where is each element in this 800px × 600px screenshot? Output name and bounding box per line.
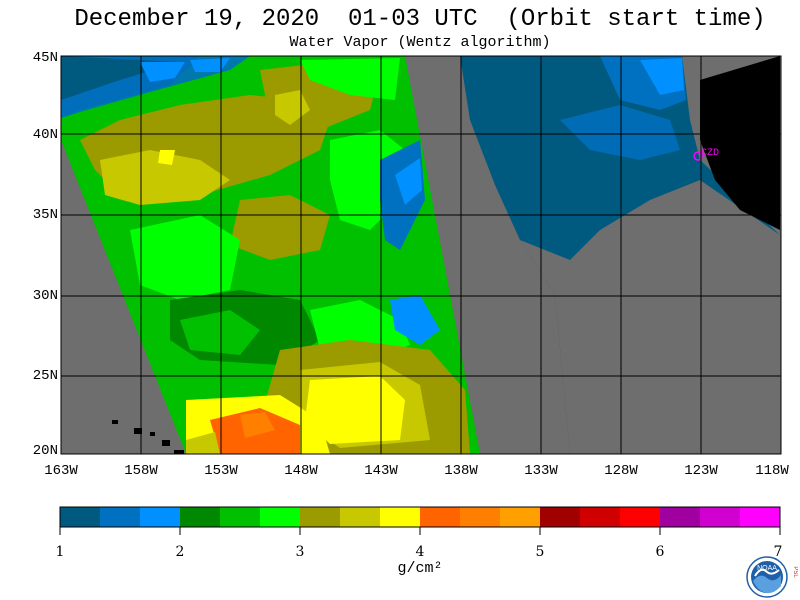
colorbar-label-6: 6 — [655, 544, 665, 560]
lon-label-148w: 148W — [284, 463, 318, 479]
lon-label-118w: 118W — [755, 463, 789, 479]
lat-label-25n: 25N — [32, 368, 58, 384]
hawaiian-islands — [112, 420, 184, 454]
station-label: CZD — [701, 148, 719, 159]
lon-label-123w: 123W — [684, 463, 718, 479]
colorbar-cell — [340, 507, 380, 527]
lat-label-30n: 30N — [32, 288, 58, 304]
colorbar-cell — [620, 507, 660, 527]
colorbar-label-2: 2 — [175, 544, 185, 560]
lat-label-20n: 20N — [32, 443, 58, 459]
psl-text: PSL — [792, 566, 798, 578]
colorbar-label-3: 3 — [295, 544, 305, 560]
lon-label-158w: 158W — [124, 463, 158, 479]
lon-label-153w: 153W — [204, 463, 238, 479]
colorbar-cell — [100, 507, 140, 527]
colorbar-cell — [180, 507, 220, 527]
colorbar-unit: g/cm² — [397, 560, 443, 577]
noaa-logo-text: NOAA — [757, 565, 777, 572]
colorbar-cell — [540, 507, 580, 527]
colorbar-ticks — [59, 527, 781, 535]
lon-label-138w: 138W — [444, 463, 478, 479]
colorbar-label-4: 4 — [415, 544, 425, 560]
colorbar-label-5: 5 — [535, 544, 545, 560]
colorbar-cell — [420, 507, 460, 527]
western-swath — [61, 56, 480, 454]
lat-label-45n: 45N — [32, 50, 58, 66]
eastern-swath — [460, 56, 780, 454]
lon-label-128w: 128W — [604, 463, 638, 479]
map-grid — [61, 56, 781, 454]
colorbar-cell — [260, 507, 300, 527]
colorbar-cell — [500, 507, 540, 527]
lon-label-163w: 163W — [44, 463, 78, 479]
lat-label-40n: 40N — [32, 127, 58, 143]
station-marker — [693, 151, 703, 161]
colorbar-cell — [740, 507, 780, 527]
colorbar-cell — [700, 507, 740, 527]
page-subtitle: Water Vapor (Wentz algorithm) — [289, 34, 551, 51]
noaa-logo: NOAA PSL — [746, 556, 798, 598]
colorbar-cell — [380, 507, 420, 527]
lat-label-35n: 35N — [32, 207, 58, 223]
colorbar-cell — [220, 507, 260, 527]
colorbar-label-1: 1 — [55, 544, 65, 560]
colorbar-cell — [300, 507, 340, 527]
map-frame — [60, 55, 782, 455]
lon-label-133w: 133W — [524, 463, 558, 479]
colorbar-cell — [580, 507, 620, 527]
colorbar-cell — [660, 507, 700, 527]
colorbar-cell — [140, 507, 180, 527]
colorbar-label-7: 7 — [773, 544, 783, 560]
colorbar — [60, 507, 780, 527]
colorbar-cell — [60, 507, 100, 527]
colorbar-cell — [460, 507, 500, 527]
lon-label-143w: 143W — [364, 463, 398, 479]
page-title: December 19, 2020 01-03 UTC (Orbit start… — [74, 6, 766, 33]
